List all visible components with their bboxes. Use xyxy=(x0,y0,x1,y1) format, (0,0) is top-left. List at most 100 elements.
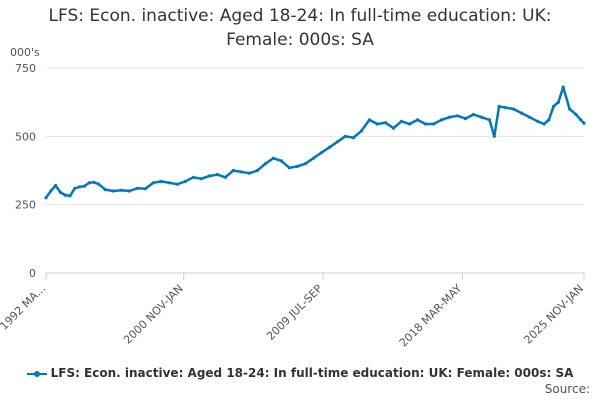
data-point xyxy=(303,162,307,166)
data-point xyxy=(423,122,428,126)
y-tick-label: 750 xyxy=(15,62,36,75)
source-label[interactable]: Source: xyxy=(544,382,590,396)
data-point xyxy=(327,145,331,149)
data-point xyxy=(58,190,63,194)
data-point xyxy=(536,119,540,123)
data-point xyxy=(479,115,484,119)
data-point xyxy=(68,194,72,198)
legend[interactable]: LFS: Econ. inactive: Aged 18-24: In full… xyxy=(0,366,600,380)
data-point xyxy=(44,196,48,200)
data-point xyxy=(279,159,283,163)
data-point xyxy=(447,115,452,119)
data-point xyxy=(231,168,235,173)
data-point xyxy=(511,107,516,111)
y-tick-label: 500 xyxy=(15,130,36,143)
y-axis-ticks: 0 250 500 750 xyxy=(15,62,36,280)
data-point xyxy=(73,186,77,190)
data-point xyxy=(239,170,243,174)
data-point xyxy=(247,171,251,175)
data-point xyxy=(103,188,107,192)
data-point xyxy=(579,118,583,122)
x-tick-label: 2000 NOV-JAN xyxy=(121,282,186,347)
x-tick-label: 2009 JUL-SEP xyxy=(264,282,325,343)
series-line xyxy=(44,85,586,200)
data-point xyxy=(574,112,578,117)
y-tick-label: 0 xyxy=(29,267,36,280)
data-point xyxy=(487,118,492,122)
chart-title-line-1: LFS: Econ. inactive: Aged 18-24: In full… xyxy=(48,6,552,26)
data-point xyxy=(199,177,203,181)
data-point xyxy=(135,186,139,190)
data-point xyxy=(183,179,187,183)
data-point xyxy=(175,182,179,186)
data-point xyxy=(520,111,524,115)
chart-title-line-2: Female: 000s: SA xyxy=(226,30,374,50)
data-point xyxy=(492,134,496,138)
chart-title: LFS: Econ. inactive: Aged 18-24: In full… xyxy=(0,4,600,52)
data-point xyxy=(556,100,561,104)
data-point xyxy=(87,181,91,185)
data-point xyxy=(311,156,315,160)
data-point xyxy=(54,183,58,188)
data-point xyxy=(471,112,476,117)
x-tick-label: 2025 NOV-JAN xyxy=(521,282,586,347)
data-point xyxy=(111,189,115,193)
data-point xyxy=(92,180,96,184)
data-point xyxy=(143,187,147,191)
data-point xyxy=(263,162,267,166)
legend-label: LFS: Econ. inactive: Aged 18-24: In full… xyxy=(50,366,574,380)
data-point xyxy=(391,126,396,130)
data-point xyxy=(191,175,195,179)
data-point xyxy=(151,181,155,185)
data-point xyxy=(497,104,501,108)
data-point xyxy=(359,129,363,133)
x-tick-label: 1992 MA... xyxy=(0,282,48,333)
data-point xyxy=(561,85,565,89)
data-point xyxy=(319,151,323,155)
data-point xyxy=(63,193,67,197)
data-point xyxy=(223,175,227,179)
data-point xyxy=(463,117,468,121)
data-point xyxy=(271,156,275,160)
data-point xyxy=(335,140,339,144)
data-point xyxy=(431,122,436,126)
data-point xyxy=(127,189,131,193)
y-axis-unit-label: 000's xyxy=(10,46,40,59)
data-point xyxy=(287,166,291,170)
data-point xyxy=(547,118,551,122)
data-point xyxy=(49,189,53,193)
data-point xyxy=(399,119,404,123)
data-point xyxy=(351,136,355,140)
data-point xyxy=(159,179,163,183)
data-point xyxy=(503,106,508,110)
series-group xyxy=(44,85,586,200)
data-point xyxy=(568,107,572,111)
data-point xyxy=(407,122,412,126)
data-point xyxy=(415,118,420,122)
data-point xyxy=(455,114,460,118)
data-point xyxy=(207,174,211,178)
y-tick-label: 250 xyxy=(15,199,36,212)
data-point xyxy=(383,121,388,125)
data-point xyxy=(542,122,546,126)
data-point xyxy=(255,168,259,173)
data-point xyxy=(367,118,371,122)
data-point xyxy=(439,118,444,122)
data-point xyxy=(167,181,171,185)
data-point xyxy=(82,184,86,188)
data-point xyxy=(375,122,379,126)
data-point xyxy=(97,182,101,186)
x-axis: 1992 MA... 2000 NOV-JAN 2009 JUL-SEP 2018 M… xyxy=(0,272,586,350)
data-point xyxy=(343,134,347,138)
data-point xyxy=(582,121,586,125)
data-point xyxy=(215,173,219,177)
legend-line-marker-icon xyxy=(26,369,47,379)
x-tick-label: 2018 MAR-MAY xyxy=(397,282,465,350)
data-point xyxy=(119,188,123,192)
data-point xyxy=(552,104,556,108)
data-point xyxy=(78,185,82,189)
gridlines xyxy=(46,67,584,274)
data-point xyxy=(528,115,532,119)
data-point xyxy=(295,164,299,168)
